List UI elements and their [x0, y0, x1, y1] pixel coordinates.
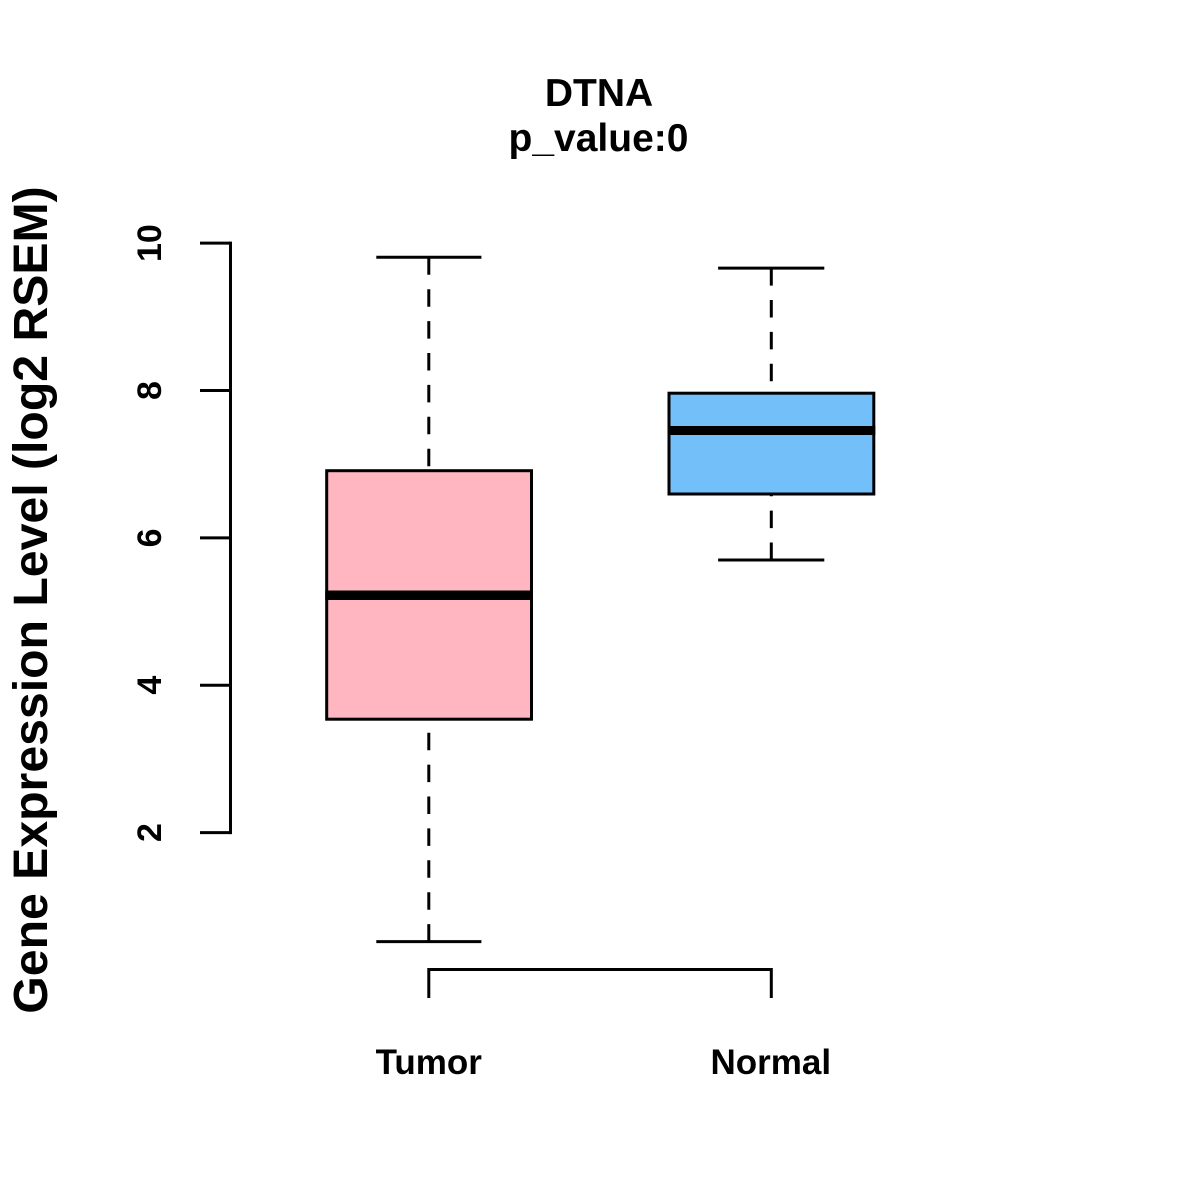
svg-text:4: 4 [131, 676, 169, 695]
svg-text:DTNA: DTNA [545, 72, 653, 115]
svg-text:Normal: Normal [711, 1043, 832, 1082]
svg-text:8: 8 [131, 381, 169, 400]
svg-text:6: 6 [131, 528, 169, 547]
svg-text:Tumor: Tumor [376, 1043, 483, 1082]
svg-text:2: 2 [131, 823, 169, 842]
svg-text:10: 10 [131, 224, 169, 262]
svg-text:Gene Expression Level (log2 RS: Gene Expression Level (log2 RSEM) [4, 186, 58, 1013]
svg-text:p_value:0: p_value:0 [509, 117, 689, 160]
